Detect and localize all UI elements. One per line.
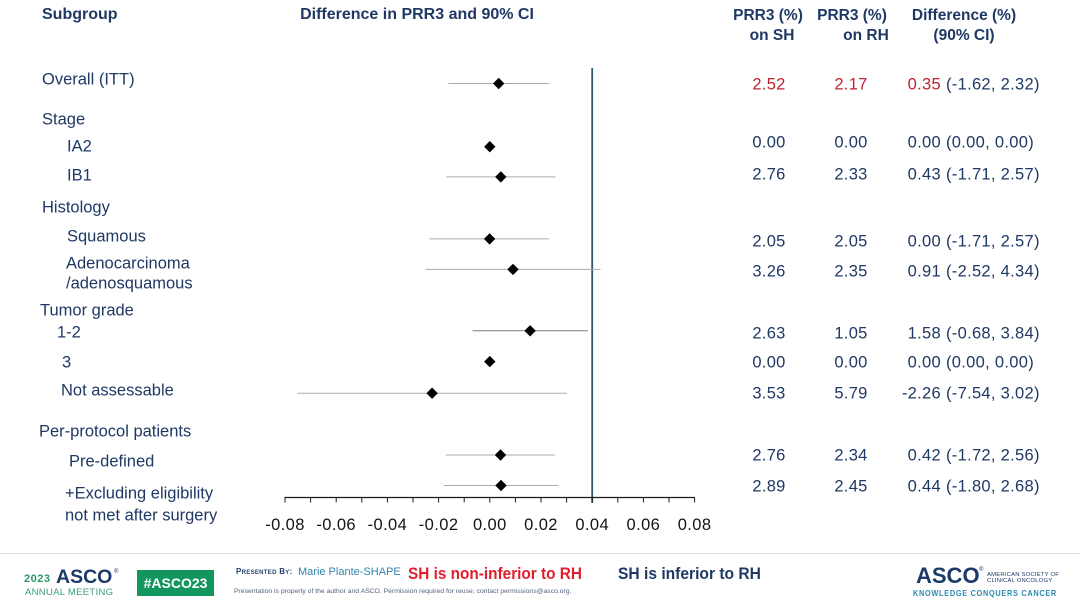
svg-text:0.02: 0.02 bbox=[524, 516, 558, 534]
svg-text:0.00: 0.00 bbox=[473, 516, 507, 534]
svg-text:0.08: 0.08 bbox=[678, 516, 712, 534]
svg-text:-0.04: -0.04 bbox=[368, 516, 408, 534]
svg-text:0.06: 0.06 bbox=[627, 516, 661, 534]
svg-text:-0.02: -0.02 bbox=[419, 516, 459, 534]
svg-text:-0.08: -0.08 bbox=[265, 516, 305, 534]
svg-text:-0.06: -0.06 bbox=[316, 516, 356, 534]
svg-text:0.04: 0.04 bbox=[575, 516, 609, 534]
